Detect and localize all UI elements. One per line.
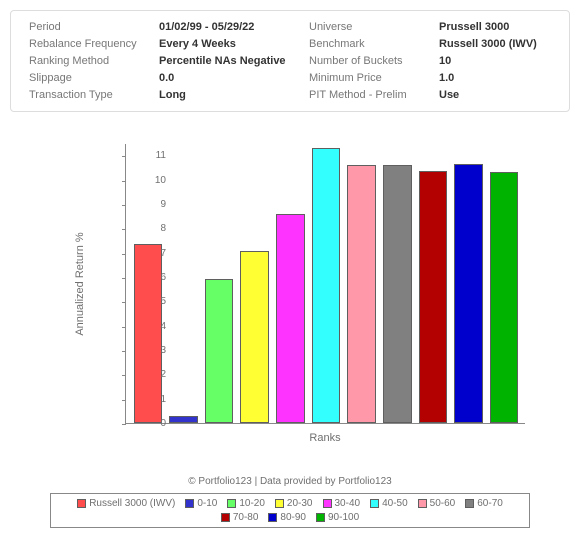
legend-swatch <box>418 499 427 508</box>
y-tick-label: 11 <box>136 150 166 161</box>
y-axis-label: Annualized Return % <box>74 232 86 335</box>
legend-label: 10-20 <box>239 498 265 509</box>
param-value: Use <box>439 89 537 101</box>
param-value: 10 <box>439 55 537 67</box>
bar <box>490 172 519 423</box>
legend-item: 70-80 <box>221 512 259 523</box>
bar <box>240 251 269 423</box>
legend-swatch <box>316 513 325 522</box>
bar <box>205 279 234 423</box>
param-label: Benchmark <box>309 38 429 50</box>
legend-item: 60-70 <box>465 498 503 509</box>
y-tick-label: 5 <box>136 296 166 307</box>
param-value: Long <box>159 89 299 101</box>
y-tick-label: 7 <box>136 248 166 259</box>
legend-swatch <box>185 499 194 508</box>
y-tick-label: 8 <box>136 223 166 234</box>
legend-item: 20-30 <box>275 498 313 509</box>
param-value: 01/02/99 - 05/29/22 <box>159 21 299 33</box>
param-label: Rebalance Frequency <box>29 38 149 50</box>
legend-item: 0-10 <box>185 498 217 509</box>
legend-label: 70-80 <box>233 512 259 523</box>
y-tick-label: 6 <box>136 272 166 283</box>
y-tick-label: 1 <box>136 394 166 405</box>
legend-label: 50-60 <box>430 498 456 509</box>
y-tick-label: 10 <box>136 175 166 186</box>
plot-area <box>125 144 525 424</box>
bar <box>454 164 483 423</box>
legend-item: 10-20 <box>227 498 265 509</box>
y-tick-label: 0 <box>136 418 166 429</box>
legend-label: 30-40 <box>335 498 361 509</box>
legend-item: 50-60 <box>418 498 456 509</box>
x-axis-label: Ranks <box>125 432 525 444</box>
legend: Russell 3000 (IWV) 0-10 10-20 20-30 30-40 40-… <box>50 493 530 528</box>
legend-label: 40-50 <box>382 498 408 509</box>
legend-swatch <box>275 499 284 508</box>
param-label: PIT Method - Prelim <box>309 89 429 101</box>
bar <box>383 165 412 423</box>
param-label: Period <box>29 21 149 33</box>
parameters-panel: Period Rebalance Frequency Ranking Method S… <box>10 10 570 112</box>
param-value: 1.0 <box>439 72 537 84</box>
param-label: Ranking Method <box>29 55 149 67</box>
legend-swatch <box>221 513 230 522</box>
param-value: Every 4 Weeks <box>159 38 299 50</box>
param-value: Percentile NAs Negative <box>159 55 299 67</box>
legend-item: 40-50 <box>370 498 408 509</box>
params-right-values: Prussell 3000 Russell 3000 (IWV) 10 1.0 Use <box>439 21 537 101</box>
y-tick-label: 9 <box>136 199 166 210</box>
legend-label: 20-30 <box>287 498 313 509</box>
param-label: Number of Buckets <box>309 55 429 67</box>
param-label: Transaction Type <box>29 89 149 101</box>
param-label: Universe <box>309 21 429 33</box>
legend-item: 80-90 <box>268 512 306 523</box>
param-label: Minimum Price <box>309 72 429 84</box>
credit-line: © Portfolio123 | Data provided by Portfo… <box>10 476 570 487</box>
bar <box>312 148 341 423</box>
params-left-values: 01/02/99 - 05/29/22 Every 4 Weeks Percenti… <box>159 21 299 101</box>
legend-item: 90-100 <box>316 512 359 523</box>
bar <box>276 214 305 423</box>
bar <box>419 171 448 423</box>
legend-item: Russell 3000 (IWV) <box>77 498 175 509</box>
legend-label: 0-10 <box>197 498 217 509</box>
bar <box>347 165 376 423</box>
legend-label: 90-100 <box>328 512 359 523</box>
legend-swatch <box>465 499 474 508</box>
bar-chart: Annualized Return % Ranks 0 1 2 3 4 5 6 7 8 9 10 11 <box>10 134 570 474</box>
param-value: Russell 3000 (IWV) <box>439 38 537 50</box>
params-right-labels: Universe Benchmark Number of Buckets Minimu… <box>309 21 429 101</box>
legend-item: 30-40 <box>323 498 361 509</box>
param-value: 0.0 <box>159 72 299 84</box>
param-label: Slippage <box>29 72 149 84</box>
legend-label: Russell 3000 (IWV) <box>89 498 175 509</box>
legend-swatch <box>370 499 379 508</box>
params-left-labels: Period Rebalance Frequency Ranking Method S… <box>29 21 149 101</box>
param-value: Prussell 3000 <box>439 21 537 33</box>
legend-swatch <box>227 499 236 508</box>
y-tick-label: 2 <box>136 369 166 380</box>
y-tick-label: 3 <box>136 345 166 356</box>
bar <box>169 416 198 423</box>
legend-swatch <box>77 499 86 508</box>
legend-label: 60-70 <box>477 498 503 509</box>
y-tick-label: 4 <box>136 321 166 332</box>
legend-swatch <box>323 499 332 508</box>
legend-label: 80-90 <box>280 512 306 523</box>
legend-swatch <box>268 513 277 522</box>
